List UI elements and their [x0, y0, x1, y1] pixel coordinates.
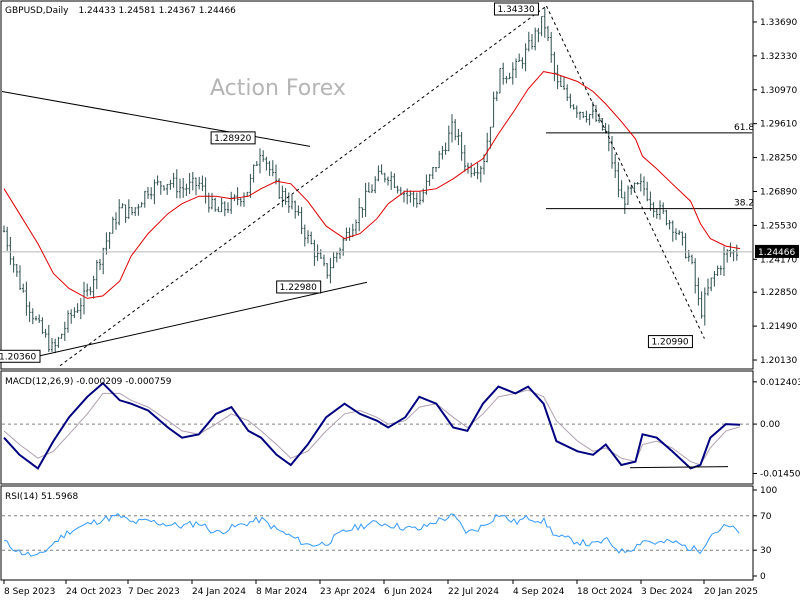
- x-tick-label: 20 Jan 2025: [704, 587, 758, 597]
- rsi-tick-label: 70: [760, 512, 772, 522]
- price-tick-label: 1.20130: [760, 356, 797, 366]
- fib-level-label: 61.8: [734, 123, 754, 133]
- price-annotation-label: 1.22980: [280, 283, 317, 293]
- macd-title: MACD(12,26,9) -0.000209 -0.000759: [5, 377, 172, 387]
- dashed-downtrend-line: [546, 5, 705, 339]
- price-tick-label: 1.32330: [760, 52, 797, 62]
- price-tick-label: 1.24170: [760, 255, 797, 265]
- price-lines-layer: [1, 5, 752, 367]
- price-tick-label: 1.25530: [760, 221, 797, 231]
- chart-title: GBPUSD,Daily 1.24433 1.24581 1.24367 1.24…: [5, 6, 236, 16]
- x-tick-label: 18 Oct 2024: [577, 587, 633, 597]
- macd-tick-label: 0.00: [760, 420, 780, 430]
- price-panel-frame: [0, 0, 754, 370]
- price-annotation-label: 1.34330: [497, 5, 534, 15]
- price-annotation-label: 1.20360: [0, 352, 36, 362]
- macd-tick-label: 0.012403: [760, 378, 800, 388]
- rsi-title: RSI(14) 51.5968: [5, 492, 78, 502]
- rsi-line: [3, 513, 740, 557]
- current-price-box: [755, 244, 799, 258]
- x-tick-label: 24 Jan 2024: [192, 587, 246, 597]
- rsi-tick-label: 100: [760, 486, 777, 496]
- ohlc-label: 1.24433 1.24581 1.24367 1.24466: [78, 6, 236, 16]
- x-tick-label: 3 Dec 2024: [641, 587, 693, 597]
- rsi-tick-label: 30: [760, 546, 772, 556]
- x-tick-label: 22 Jul 2024: [448, 587, 499, 597]
- price-annotation-box: [647, 335, 693, 349]
- price-tick-label: 1.30970: [760, 86, 797, 96]
- x-tick-label: 4 Sep 2024: [513, 587, 565, 597]
- price-tick-label: 1.26890: [760, 187, 797, 197]
- price-annotation-box: [493, 2, 539, 16]
- price-tick-label: 1.22850: [760, 288, 797, 298]
- macd-panel-frame: [0, 370, 754, 485]
- price-tick-label: 1.21490: [760, 322, 797, 332]
- indicator-lines-layer: [2, 381, 752, 557]
- price-bars-layer: [2, 8, 738, 354]
- x-tick-label: 7 Dec 2023: [128, 587, 180, 597]
- price-annotation-box: [0, 349, 41, 363]
- x-tick-label: 6 Jun 2024: [384, 587, 433, 597]
- x-tick-label: 23 Apr 2024: [320, 587, 376, 597]
- moving-average-line: [3, 71, 741, 299]
- fib-level-label: 38.2: [734, 199, 754, 209]
- x-tick-label: 24 Oct 2023: [66, 587, 122, 597]
- dashed-uptrend-line: [59, 5, 547, 367]
- price-tick-label: 1.33690: [760, 18, 797, 28]
- price-annotation-box: [210, 131, 256, 145]
- price-tick-label: 1.29610: [760, 120, 797, 130]
- rsi-panel-frame: [0, 485, 754, 581]
- price-annotation-label: 1.28920: [214, 134, 251, 144]
- watermark: Action Forex: [210, 76, 346, 101]
- price-annotation-label: 1.20990: [651, 338, 688, 348]
- rsi-tick-label: 0: [760, 572, 766, 582]
- price-annotation-box: [276, 280, 322, 294]
- symbol-label: GBPUSD,Daily: [5, 6, 69, 16]
- x-tick-label: 8 Sep 2023: [4, 587, 55, 597]
- x-tick-label: 8 Mar 2024: [256, 587, 308, 597]
- current-price-label: 1.24466: [758, 248, 795, 258]
- macd-main-line: [3, 381, 741, 470]
- macd-divergence-line: [629, 466, 729, 469]
- support-trendline: [39, 281, 368, 357]
- resistance-trendline: [1, 91, 311, 147]
- price-tick-label: 1.28250: [760, 154, 797, 164]
- macd-tick-label: -0.014502: [760, 469, 800, 479]
